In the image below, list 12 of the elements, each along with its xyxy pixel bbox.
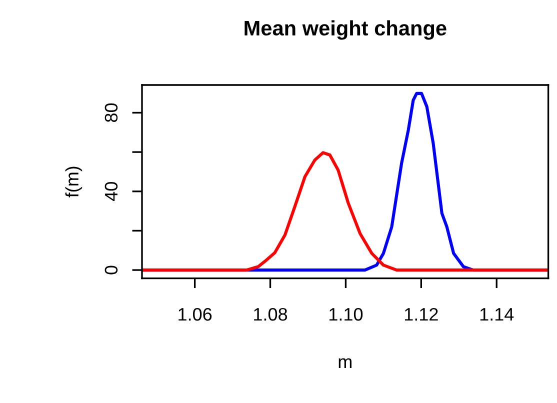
x-tick-label: 1.10	[330, 308, 363, 321]
x-tick-label: 1.12	[404, 308, 438, 321]
y-tick-label: 40	[104, 182, 118, 202]
x-tick-label: 1.08	[254, 308, 288, 321]
x-tick-label: 1.14	[480, 308, 514, 321]
y-tick-label: 80	[104, 103, 118, 122]
y-tick-label: 0	[104, 266, 118, 274]
x-axis-title: m	[338, 358, 352, 368]
chart-title: Mean weight change	[244, 20, 446, 40]
y-axis-title: f(m)	[65, 166, 82, 198]
x-tick-label: 1.06	[178, 308, 212, 321]
line-series	[142, 151, 548, 272]
